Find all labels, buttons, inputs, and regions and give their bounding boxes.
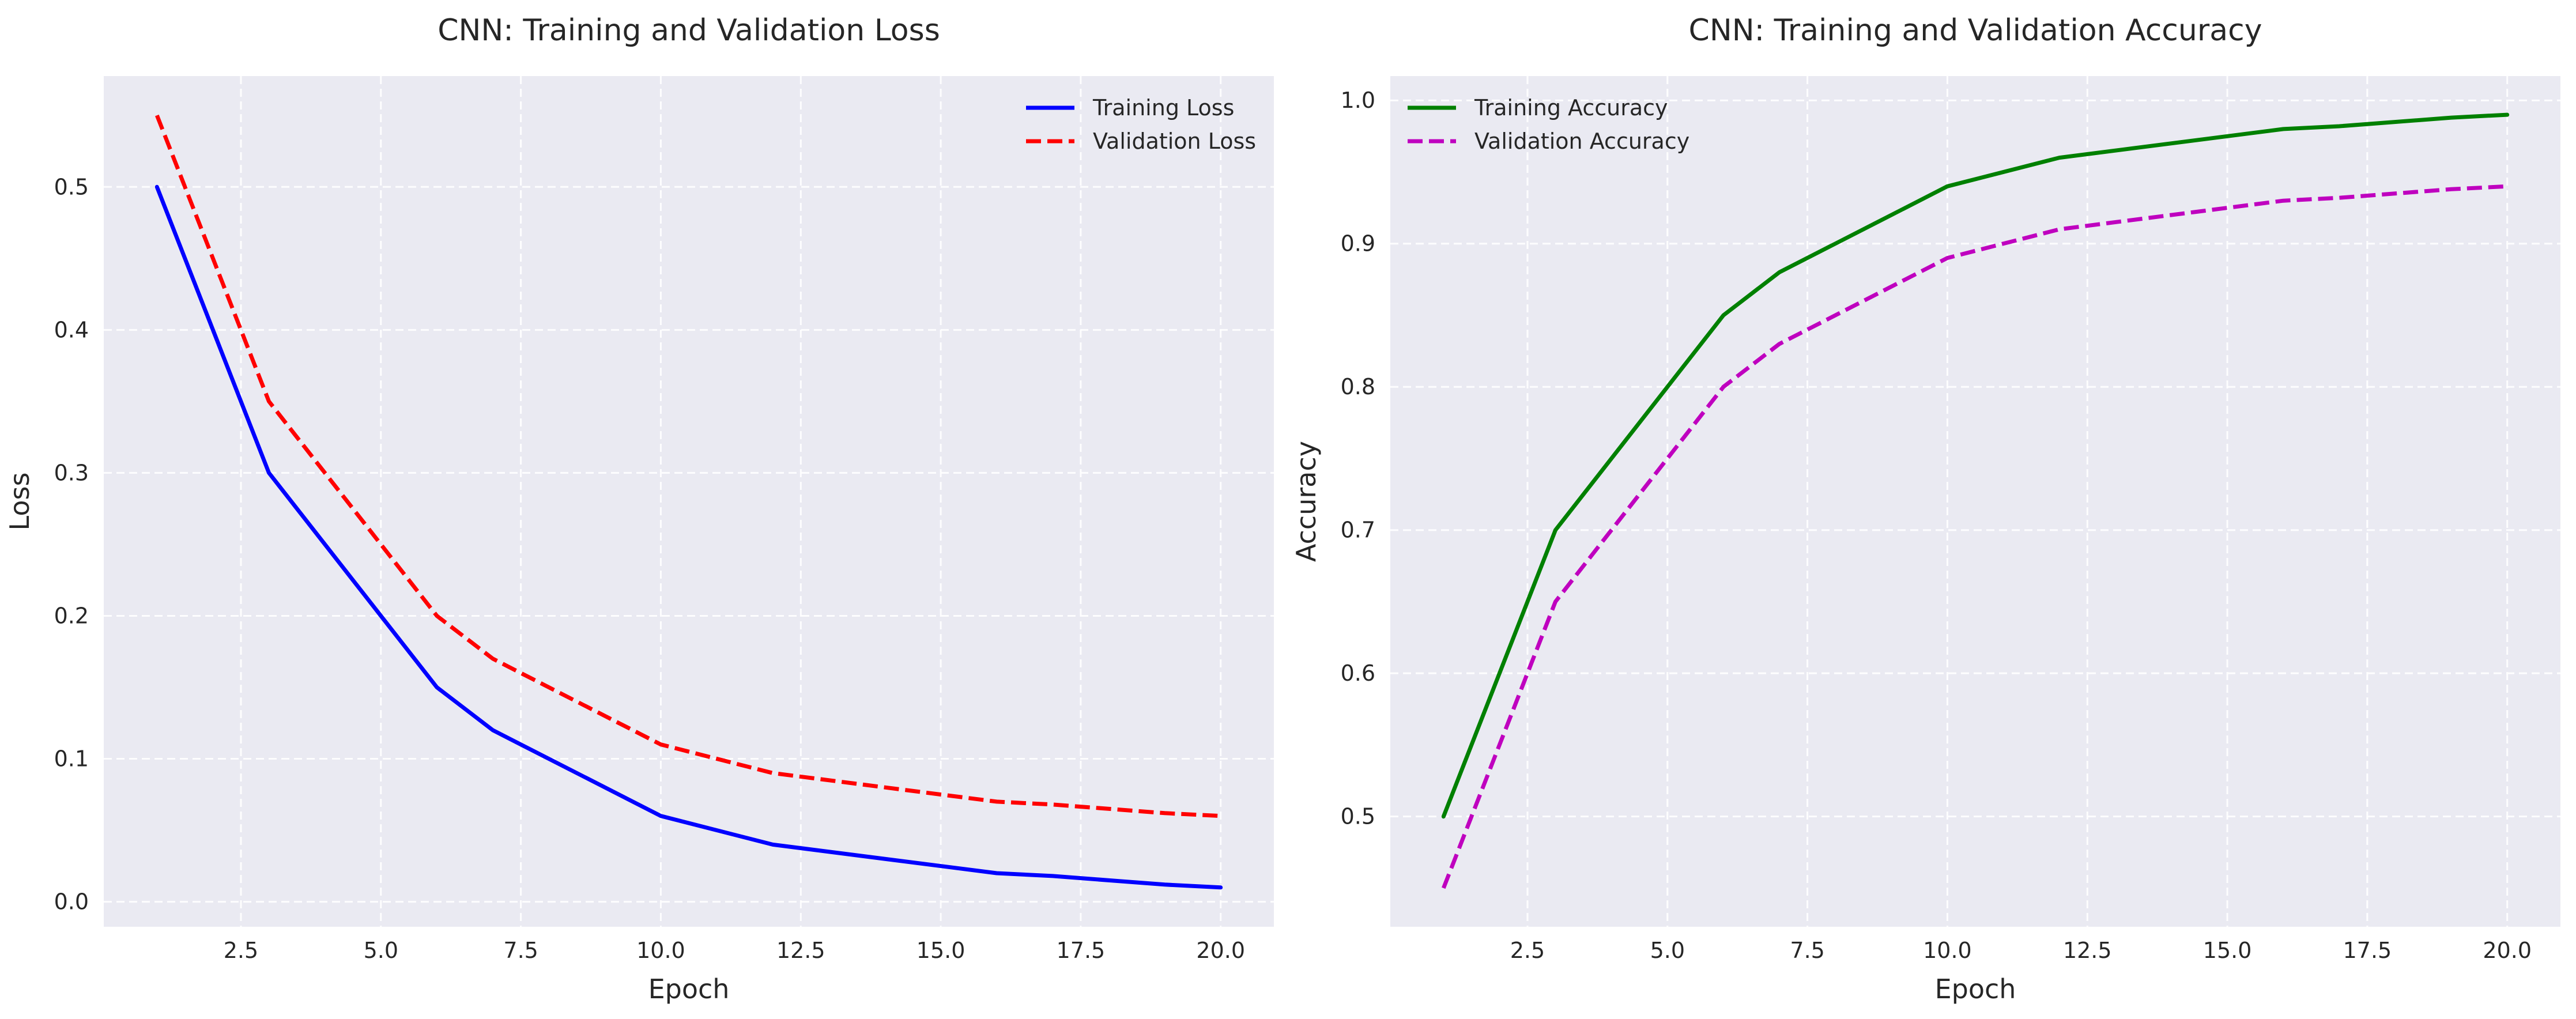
y-tick-label: 0.2 bbox=[54, 603, 89, 628]
legend-label: Validation Accuracy bbox=[1474, 129, 1689, 154]
x-tick-label: 20.0 bbox=[2483, 938, 2532, 963]
x-axis-label: Epoch bbox=[1935, 973, 2016, 1005]
y-tick-label: 0.4 bbox=[54, 317, 89, 342]
x-tick-label: 20.0 bbox=[1196, 938, 1245, 963]
loss-chart: 2.5 5.0 7.5 10.0 12.5 15.0 17.5 20.0 0.0 0.1 0.2 0.… bbox=[4, 13, 1274, 1005]
plot-area bbox=[1390, 76, 2560, 927]
y-axis-label: Loss bbox=[4, 473, 35, 531]
y-tick-label: 0.5 bbox=[54, 174, 89, 199]
y-tick-label: 0.1 bbox=[54, 746, 89, 772]
y-tick-label: 0.8 bbox=[1341, 374, 1375, 399]
series-line-training-accuracy bbox=[1441, 112, 2510, 819]
x-tick-label: 7.5 bbox=[1790, 938, 1824, 963]
x-tick-label: 12.5 bbox=[776, 938, 825, 963]
series-line-training-loss bbox=[154, 184, 1223, 890]
x-tick-label: 17.5 bbox=[2343, 938, 2392, 963]
legend-label: Training Loss bbox=[1092, 95, 1234, 120]
legend: Training Loss Validation Loss bbox=[1026, 95, 1256, 154]
y-axis-label: Accuracy bbox=[1291, 441, 1322, 562]
series-line-validation-loss bbox=[155, 114, 1221, 818]
plot-area bbox=[104, 76, 1274, 927]
x-tick-label: 15.0 bbox=[917, 938, 965, 963]
y-tick-label: 0.5 bbox=[1341, 804, 1375, 829]
accuracy-chart: 2.5 5.0 7.5 10.0 12.5 15.0 17.5 20.0 0.5 0.6 0.7 0.… bbox=[1291, 13, 2560, 1005]
x-tick-label: 10.0 bbox=[636, 938, 685, 963]
x-tick-label: 2.5 bbox=[224, 938, 258, 963]
x-axis-label: Epoch bbox=[648, 973, 730, 1005]
x-tick-label: 7.5 bbox=[503, 938, 538, 963]
legend-label: Validation Loss bbox=[1093, 129, 1256, 154]
series-line-validation-accuracy bbox=[1442, 184, 2507, 889]
x-tick-label: 10.0 bbox=[1923, 938, 1972, 963]
x-tick-label: 15.0 bbox=[2203, 938, 2252, 963]
x-tick-label: 2.5 bbox=[1510, 938, 1545, 963]
chart-title: CNN: Training and Validation Accuracy bbox=[1689, 13, 2262, 48]
x-tick-label: 17.5 bbox=[1057, 938, 1106, 963]
legend-label: Training Accuracy bbox=[1474, 95, 1668, 120]
y-tick-label: 0.6 bbox=[1341, 661, 1375, 686]
y-tick-label: 0.9 bbox=[1341, 231, 1375, 256]
y-tick-label: 0.3 bbox=[54, 460, 89, 485]
x-tick-label: 5.0 bbox=[364, 938, 398, 963]
x-tick-label: 5.0 bbox=[1650, 938, 1685, 963]
chart-title: CNN: Training and Validation Loss bbox=[437, 13, 940, 48]
y-tick-label: 1.0 bbox=[1341, 88, 1375, 113]
y-tick-label: 0.0 bbox=[54, 889, 89, 915]
x-tick-label: 12.5 bbox=[2063, 938, 2112, 963]
legend: Training Accuracy Validation Accuracy bbox=[1408, 95, 1689, 154]
y-tick-label: 0.7 bbox=[1341, 518, 1375, 543]
